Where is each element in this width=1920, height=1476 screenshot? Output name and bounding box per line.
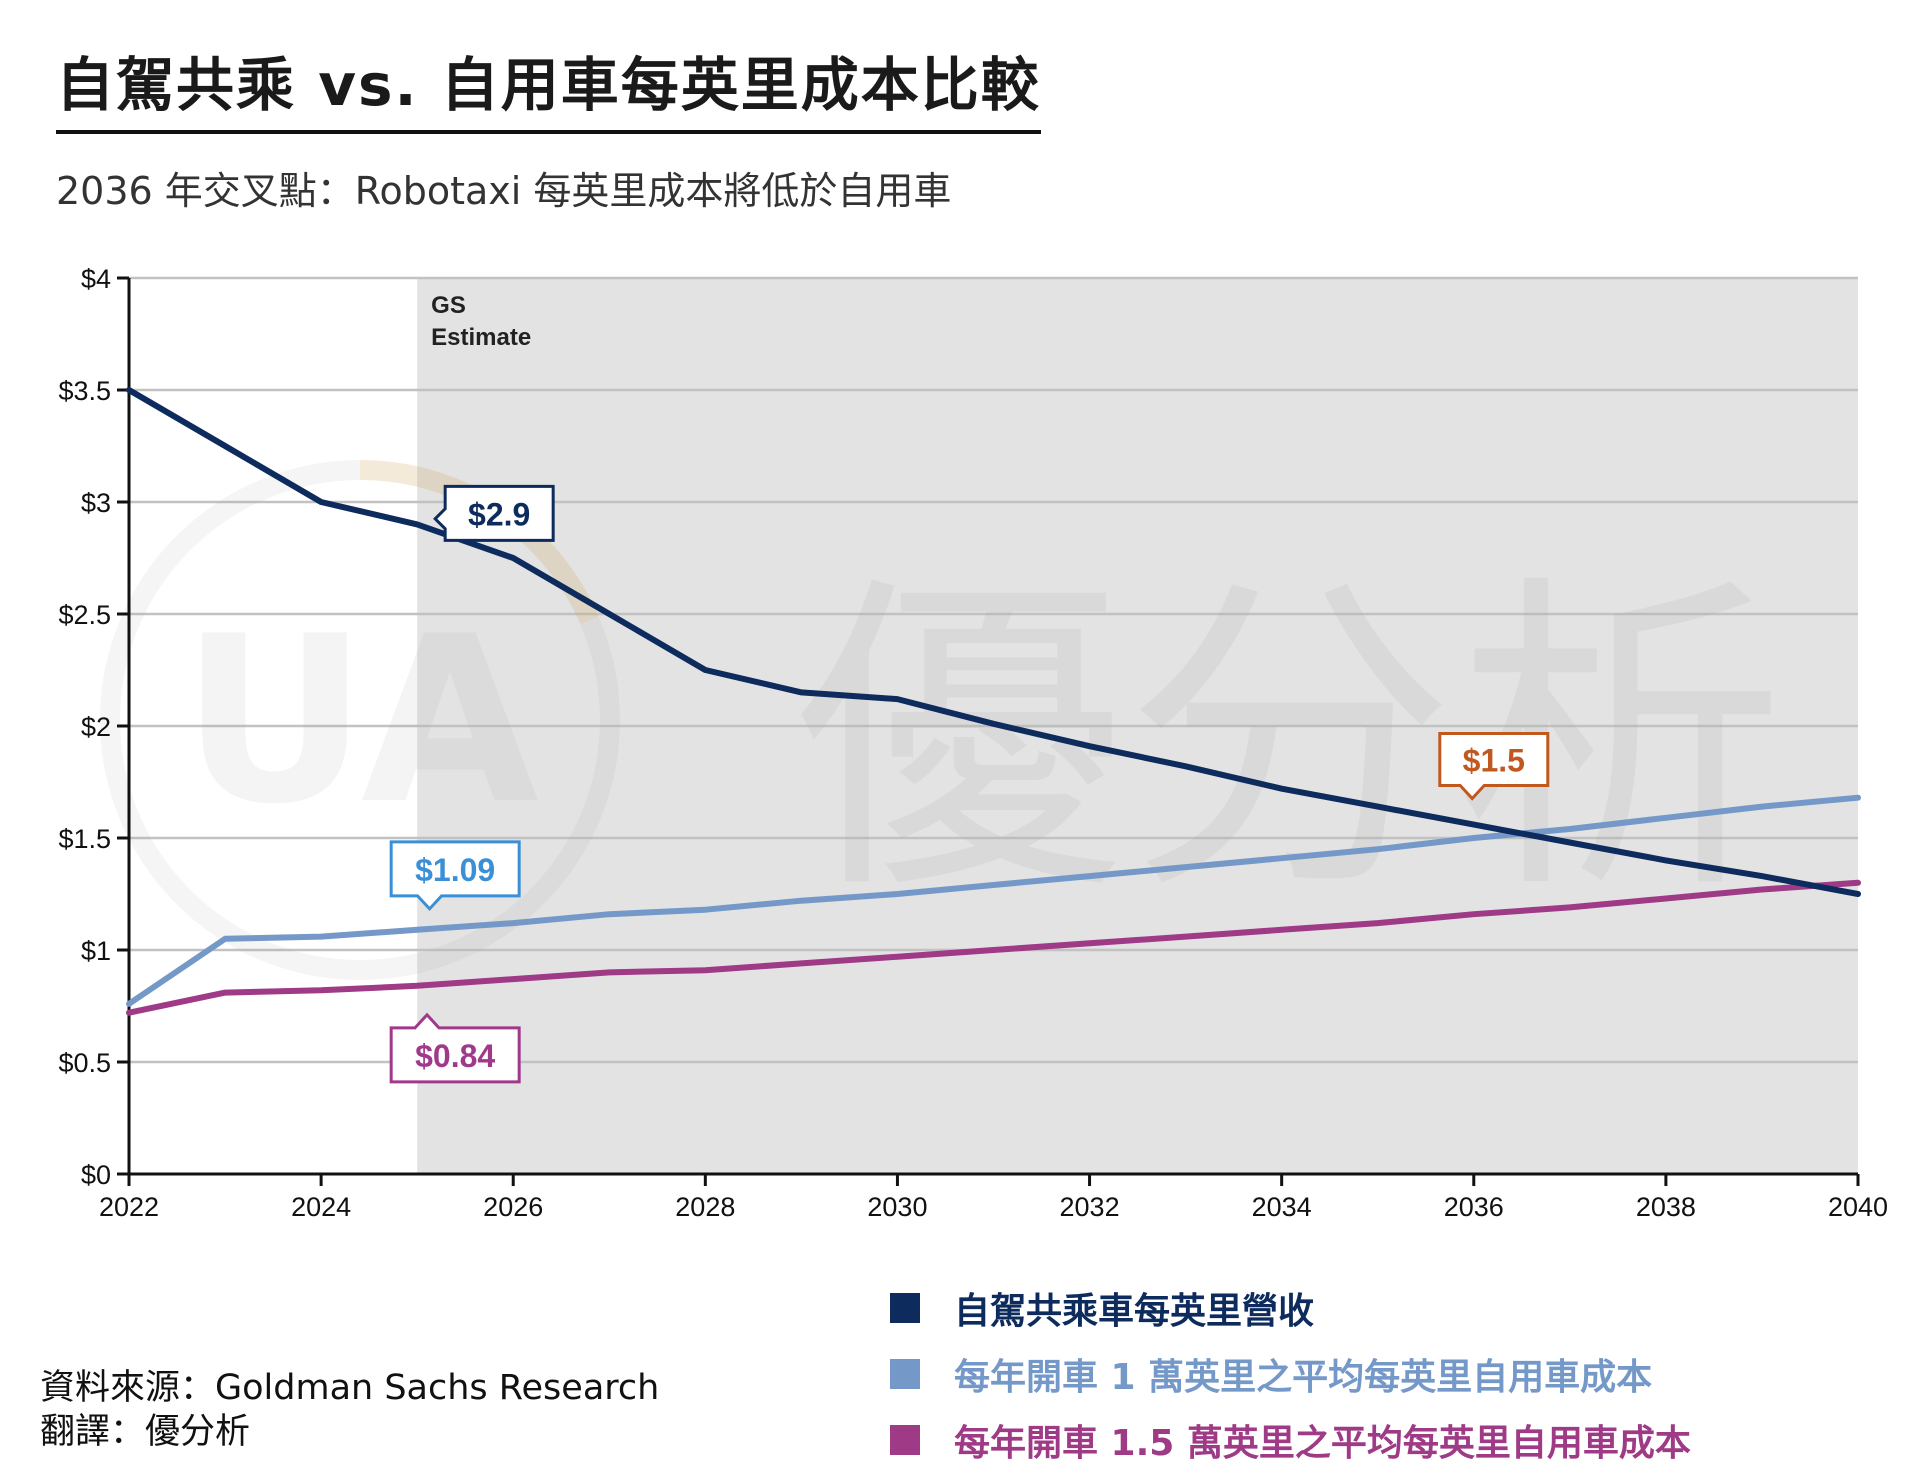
chart-title: 自駕共乘 vs. 自用車每英里成本比較 (56, 38, 1041, 134)
callout-box (389, 1012, 521, 1084)
source-note: 資料來源：Goldman Sachs Research 翻譯：優分析 (40, 1366, 659, 1454)
axes-group: $0 $0.5 $1 $1.5 $2 $2.5 $3 $3.5 $4 2022 2024 2026 20… (58, 264, 1888, 1222)
callout-box (389, 840, 521, 912)
source-line: 資料來源：Goldman Sachs Research (40, 1368, 660, 1408)
x-tick-label: 2028 (675, 1192, 735, 1222)
y-tick-label: $0.5 (58, 1048, 111, 1078)
legend-swatch (890, 1293, 920, 1323)
y-tick-label: $3 (81, 488, 111, 518)
legend-item-car-15k: 每年開車 1.5 萬英里之平均每英里自用車成本 (890, 1407, 1691, 1473)
legend-swatch (890, 1359, 920, 1389)
y-tick-label: $1.5 (58, 824, 111, 854)
chart-subtitle: 2036 年交叉點：Robotaxi 每英里成本將低於自用車 (56, 169, 952, 213)
x-tick-label: 2022 (99, 1192, 159, 1222)
series-line-1 (126, 794, 1861, 1007)
y-tick-label: $1 (81, 936, 111, 966)
watermark-logo-icon (100, 460, 620, 980)
callout-label: $1.5 (1463, 743, 1525, 779)
x-tick-label: 2030 (867, 1192, 927, 1222)
estimate-label-line2: Estimate (431, 324, 531, 351)
translator-line: 翻譯：優分析 (40, 1412, 251, 1452)
x-tick-label: 2032 (1060, 1192, 1120, 1222)
y-tick-label: $0 (81, 1160, 111, 1190)
x-tick-label: 2040 (1828, 1192, 1888, 1222)
gridlines-group (129, 276, 1858, 1064)
legend-label: 每年開車 1 萬英里之平均每英里自用車成本 (954, 1357, 1653, 1398)
legend-item-robotaxi: 自駕共乘車每英里營收 (890, 1275, 1691, 1341)
estimate-label-line1: GS (431, 292, 466, 319)
y-tick-label: $3.5 (58, 376, 111, 406)
legend-item-car-10k: 每年開車 1 萬英里之平均每英里自用車成本 (890, 1341, 1691, 1407)
x-tick-label: 2026 (483, 1192, 543, 1222)
callout-label: $0.84 (415, 1038, 495, 1074)
callouts-group: $2.9 $1.09 $0.84 $1.5 (389, 484, 1550, 1084)
y-tick-label: $2 (81, 712, 111, 742)
callout-box (1438, 732, 1550, 801)
watermark-logo-text: UA (181, 588, 539, 855)
watermark-group: UA 優分析 (100, 459, 1785, 980)
callout-box (433, 484, 555, 542)
callout-label: $1.09 (415, 852, 495, 888)
x-tick-label: 2034 (1252, 1192, 1312, 1222)
x-tick-label: 2038 (1636, 1192, 1696, 1222)
legend-label: 每年開車 1.5 萬英里之平均每英里自用車成本 (954, 1423, 1691, 1464)
chart-legend: 自駕共乘車每英里營收 每年開車 1 萬英里之平均每英里自用車成本 每年開車 1.… (890, 1275, 1691, 1473)
y-tick-label: $2.5 (58, 600, 111, 630)
legend-label: 自駕共乘車每英里營收 (954, 1291, 1315, 1332)
series-line-2 (126, 879, 1861, 1016)
y-tick-label: $4 (81, 264, 111, 294)
x-tick-label: 2024 (291, 1192, 351, 1222)
callout-label: $2.9 (468, 496, 530, 532)
watermark-text: 優分析 (795, 549, 1785, 933)
x-tick-label: 2036 (1444, 1192, 1504, 1222)
series-line-0 (126, 387, 1861, 897)
series-group (126, 387, 1861, 1016)
legend-swatch (890, 1425, 920, 1455)
